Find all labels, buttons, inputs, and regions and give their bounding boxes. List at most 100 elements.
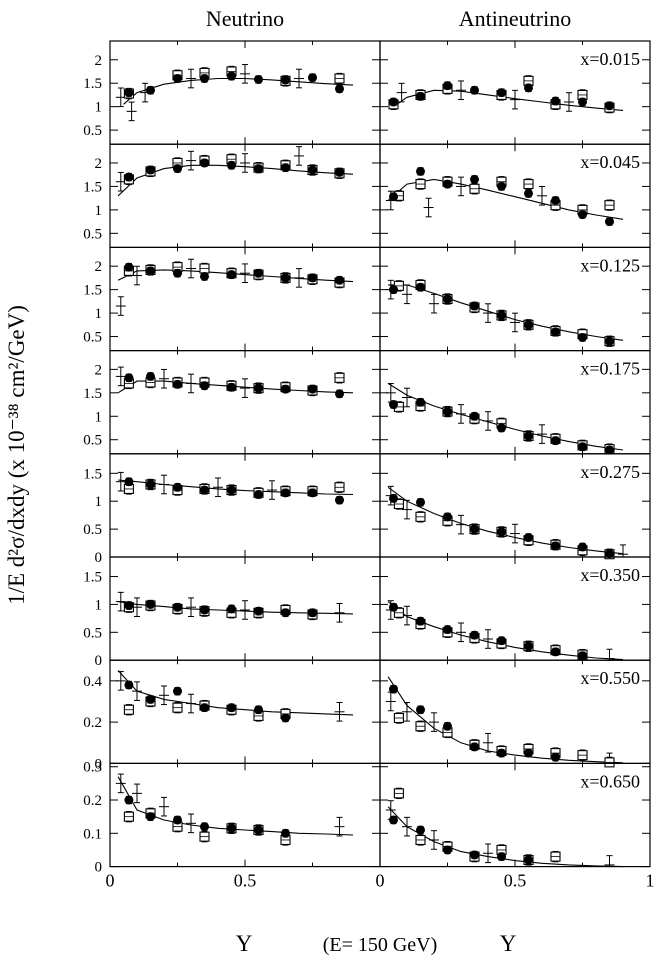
filled-circle-marker (200, 74, 209, 84)
y-tick-label: 1.5 (83, 386, 102, 402)
x-tick-label: 0.5 (234, 871, 257, 891)
filled-circle-marker (227, 160, 236, 170)
theory-curve (393, 89, 624, 111)
theory-curve (387, 382, 624, 451)
neutrino-panel-frame (109, 350, 381, 455)
filled-circle-marker (200, 485, 209, 495)
filled-circle-marker (497, 636, 506, 646)
filled-circle-marker (281, 608, 290, 618)
filled-circle-marker (146, 85, 155, 95)
filled-circle-marker (605, 217, 614, 227)
y-tick-label: 1 (95, 306, 103, 322)
filled-circle-marker (281, 273, 290, 283)
filled-circle-marker (551, 195, 560, 205)
filled-circle-marker (281, 828, 290, 838)
column-title-antineutrino: Antineutrino (459, 6, 571, 31)
filled-circle-marker (254, 490, 263, 500)
filled-circle-marker (124, 601, 134, 611)
filled-circle-marker (146, 694, 155, 704)
filled-circle-marker (335, 275, 344, 285)
filled-circle-marker (308, 73, 317, 83)
filled-circle-marker (470, 850, 479, 860)
antineutrino-panel-frame (379, 762, 651, 868)
filled-circle-marker (416, 397, 425, 407)
filled-circle-marker (524, 320, 533, 330)
y-tick-label: 2 (95, 156, 103, 172)
filled-circle-marker (524, 188, 533, 198)
filled-circle-marker (551, 647, 560, 657)
filled-circle-marker (173, 482, 182, 492)
filled-circle-marker (443, 512, 452, 522)
x-tick-label: 1 (646, 871, 655, 891)
y-tick-label: 1 (95, 100, 103, 116)
y-tick-label: 1 (95, 409, 103, 425)
filled-circle-marker (416, 166, 425, 176)
y-tick-label: 0.5 (83, 625, 102, 641)
y-tick-label: 0.5 (83, 433, 102, 449)
filled-circle-marker (551, 541, 560, 551)
filled-circle-marker (200, 605, 209, 615)
filled-circle-marker (281, 488, 290, 498)
filled-circle-marker (578, 332, 587, 342)
filled-circle-marker (578, 542, 587, 552)
filled-circle-marker (578, 210, 587, 220)
filled-circle-marker (416, 616, 425, 626)
filled-circle-marker (605, 549, 614, 559)
filled-circle-marker (497, 527, 506, 537)
theory-curve (123, 77, 354, 105)
filled-circle-marker (470, 85, 479, 95)
filled-circle-marker (578, 442, 587, 452)
filled-circle-marker (124, 477, 134, 487)
y-tick-label: 0 (95, 550, 103, 566)
panel-grid: 0.5 1 1.5 2 x=0.015 0.5 1 1.5 2 x=0.045 0.5 1 1.5 2 x=… (83, 40, 655, 891)
y-tick-label: 0.3 (83, 760, 102, 776)
filled-circle-marker (389, 815, 398, 825)
filled-circle-marker (254, 164, 263, 174)
filled-circle-marker (254, 74, 263, 84)
panel-label: x=0.015 (580, 49, 640, 69)
theory-curve (387, 601, 624, 661)
energy-caption: (E= 150 GeV) (323, 934, 438, 956)
y-tick-label: 0.2 (83, 715, 102, 731)
filled-circle-marker (497, 852, 506, 862)
x-tick-label: 0 (106, 871, 115, 891)
filled-circle-marker (389, 684, 398, 694)
filled-circle-marker (551, 96, 560, 106)
filled-circle-marker (470, 630, 479, 640)
y-tick-label: 1 (95, 203, 103, 219)
filled-circle-marker (443, 81, 452, 91)
filled-circle-marker (173, 686, 182, 696)
y-tick-label: 0.5 (83, 123, 102, 139)
filled-circle-marker (335, 84, 344, 94)
y-tick-label: 1.5 (83, 466, 102, 482)
filled-circle-marker (173, 268, 182, 278)
filled-circle-marker (389, 97, 398, 107)
filled-circle-marker (389, 285, 398, 295)
filled-circle-marker (335, 389, 344, 399)
filled-circle-marker (200, 381, 209, 391)
filled-circle-marker (254, 825, 263, 835)
filled-circle-marker (497, 310, 506, 320)
filled-circle-marker (443, 179, 452, 189)
y-tick-label: 1 (95, 597, 103, 613)
filled-circle-marker (227, 823, 236, 833)
filled-circle-marker (470, 742, 479, 752)
x-tick-label: 0.5 (504, 871, 527, 891)
filled-circle-marker (281, 163, 290, 173)
filled-circle-marker (524, 748, 533, 758)
panel-label: x=0.350 (580, 565, 640, 585)
filled-circle-marker (146, 599, 155, 609)
y-tick-label: 2 (95, 53, 103, 69)
filled-circle-marker (416, 497, 425, 507)
filled-circle-marker (281, 713, 290, 723)
filled-circle-marker (146, 479, 155, 489)
filled-circle-marker (416, 91, 425, 101)
filled-circle-marker (173, 379, 182, 389)
y-tick-label: 0 (95, 860, 103, 876)
panel-label: x=0.045 (580, 152, 640, 172)
filled-circle-marker (470, 301, 479, 311)
filled-circle-marker (308, 273, 317, 283)
filled-circle-marker (254, 268, 263, 278)
filled-circle-marker (308, 384, 317, 394)
